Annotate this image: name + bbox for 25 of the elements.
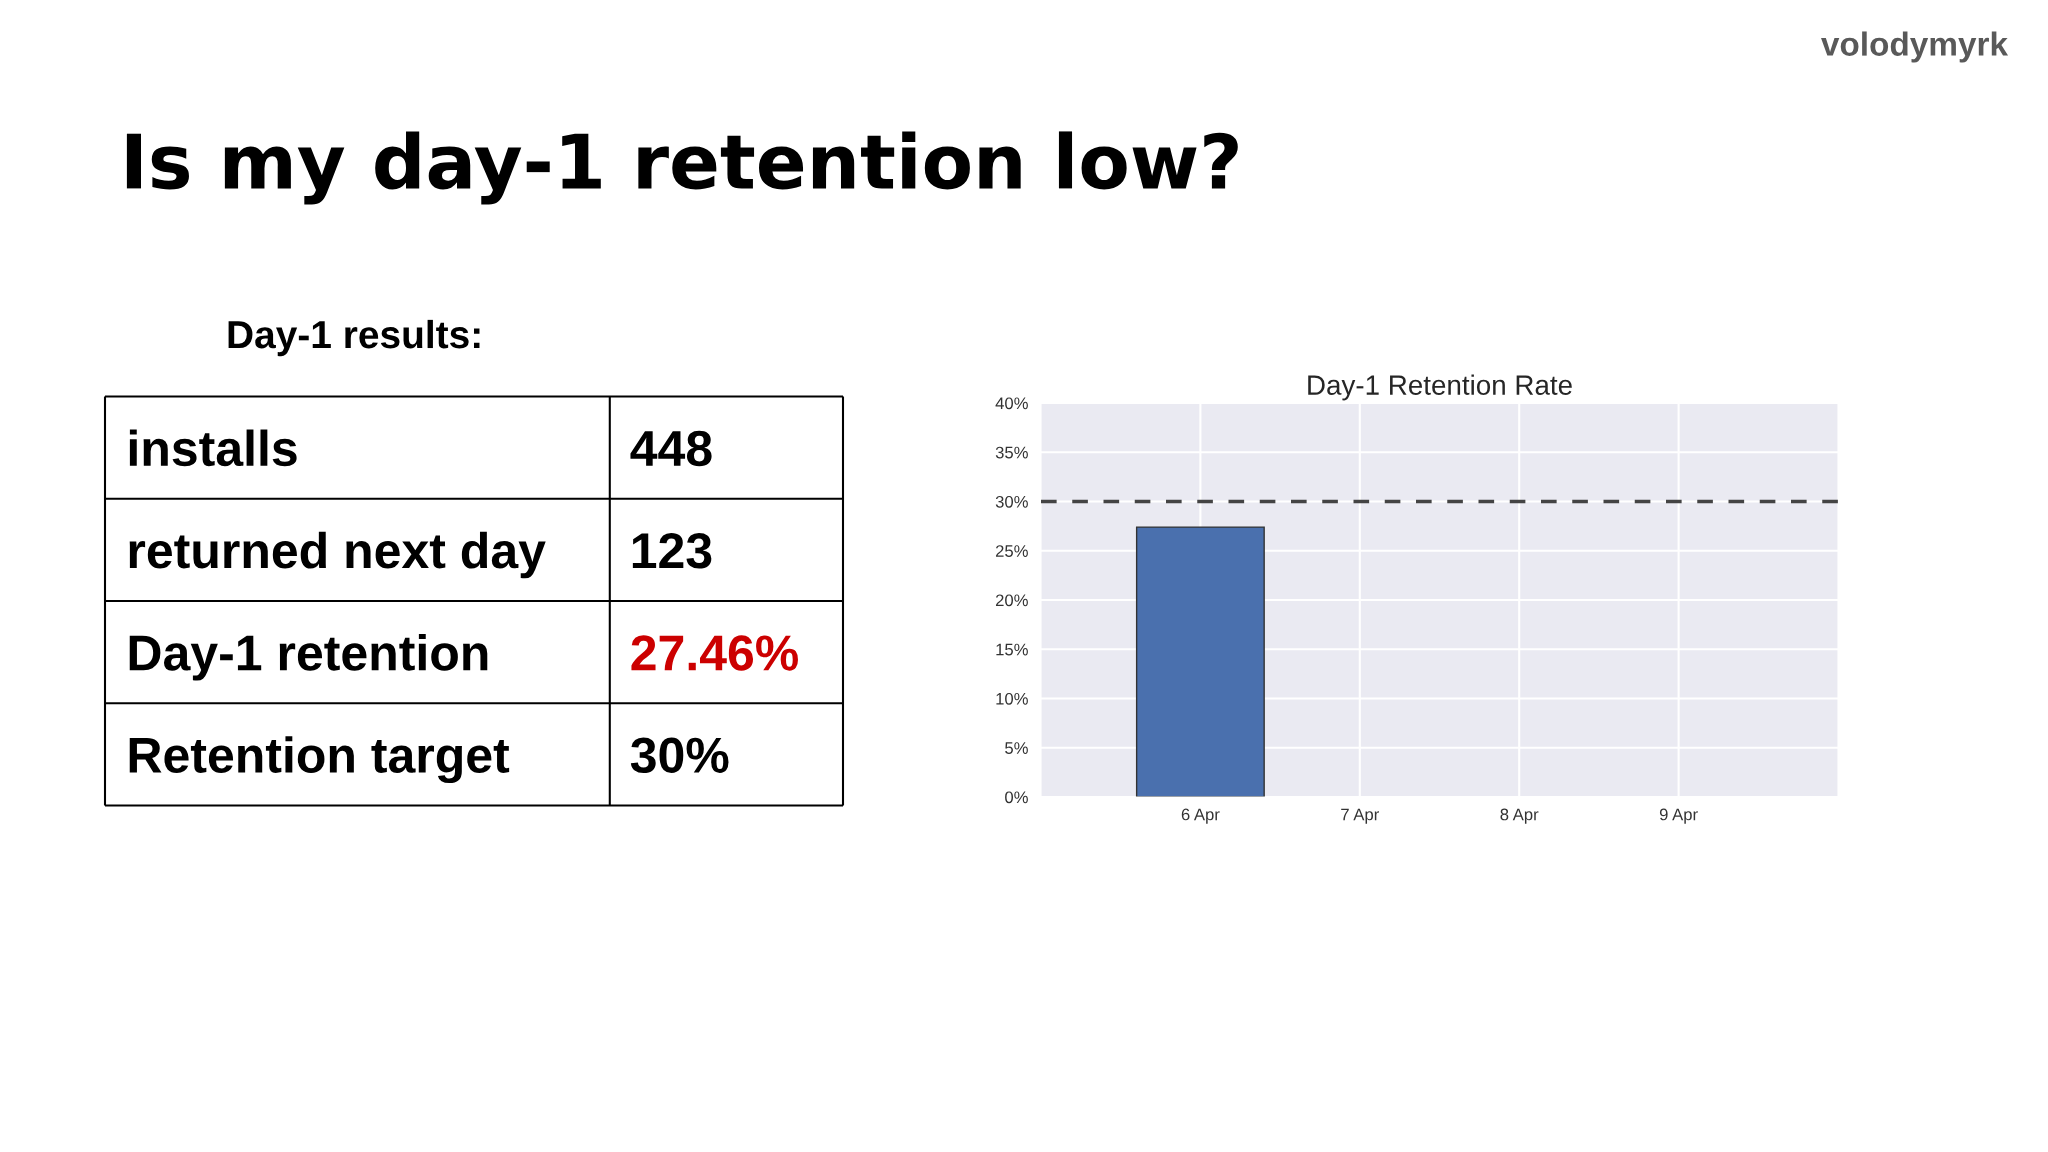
text: 448: [630, 430, 712, 467]
x-tick-label: 9 Apr: [1659, 808, 1698, 824]
y-tick-label: 5%: [1005, 742, 1028, 754]
text: 27.46%: [631, 635, 798, 671]
x-tick-label: 6 Apr: [1181, 808, 1220, 824]
y-tick-label: 20%: [995, 594, 1028, 607]
x-tick-label: 8 Apr: [1500, 808, 1539, 824]
y-tick-label: 15%: [996, 643, 1028, 656]
category-label: Retention target: [129, 736, 510, 784]
text: 30%: [630, 737, 729, 774]
text: Is my day-1 retention low?: [126, 131, 1238, 205]
y-tick-label: 30%: [995, 495, 1028, 508]
y-tick-label: 25%: [995, 545, 1028, 557]
text: Day-1 results:: [228, 319, 480, 357]
y-tick-label: 0%: [1005, 791, 1028, 804]
text: volodymyrk: [1821, 31, 2009, 63]
x-tick-label: 7 Apr: [1341, 808, 1379, 824]
y-tick-label: 40%: [995, 397, 1028, 410]
y-tick-label: 35%: [995, 446, 1028, 459]
category-label: installs: [129, 429, 297, 467]
y-tick-label: 10%: [996, 692, 1028, 705]
chart-title: Day-1 Retention Rate: [1308, 374, 1572, 401]
category-label: returned next day: [129, 531, 546, 579]
text: 123: [632, 533, 712, 569]
category-label: Day-1 retention: [129, 634, 488, 681]
